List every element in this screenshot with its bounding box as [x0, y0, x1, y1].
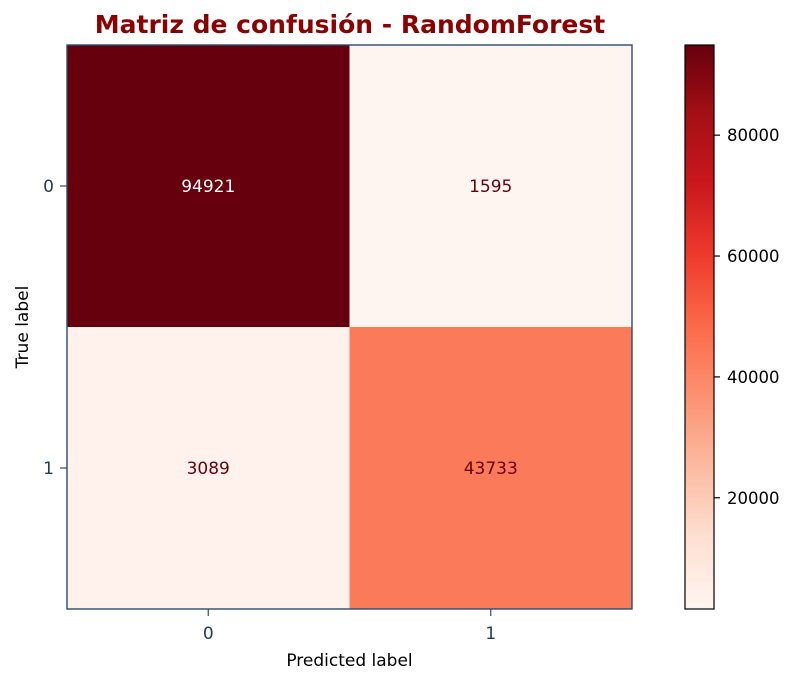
heatmap-cells — [67, 45, 633, 610]
cell-value-labels: 94921 1595 3089 43733 — [181, 177, 518, 479]
heatmap-cell-0-0 — [67, 45, 350, 328]
heatmap-cell-1-0 — [67, 327, 350, 610]
colorbar-tick-label-1: 40000 — [727, 368, 780, 387]
colorbar-gradient — [685, 45, 714, 609]
x-axis-label: Predicted label — [286, 651, 412, 671]
cell-value-0-0: 94921 — [181, 177, 235, 197]
cell-value-1-1: 43733 — [464, 459, 518, 479]
colorbar-ticks: 20000 40000 60000 80000 — [714, 126, 780, 508]
colorbar-tick-label-0: 20000 — [727, 489, 780, 508]
colorbar-frame — [684, 44, 715, 610]
x-tick-label-0: 0 — [203, 624, 214, 644]
colorbar-tick-label-2: 60000 — [727, 247, 780, 266]
y-tick-label-0: 0 — [43, 177, 54, 197]
x-tick-label-1: 1 — [485, 624, 496, 644]
cell-value-1-0: 3089 — [187, 459, 230, 479]
heatmap-cell-0-1 — [349, 45, 633, 328]
chart-title: Matriz de confusión - RandomForest — [95, 10, 606, 39]
heatmap-cell-1-1 — [349, 327, 633, 610]
y-axis-ticks: 01 — [43, 177, 67, 479]
y-tick-label-1: 1 — [43, 459, 54, 479]
colorbar: 20000 40000 60000 80000 — [684, 44, 780, 610]
y-axis-label: True label — [13, 286, 33, 370]
plot-frame — [66, 44, 633, 610]
cell-value-0-1: 1595 — [469, 177, 512, 197]
colorbar-tick-label-3: 80000 — [727, 126, 780, 145]
